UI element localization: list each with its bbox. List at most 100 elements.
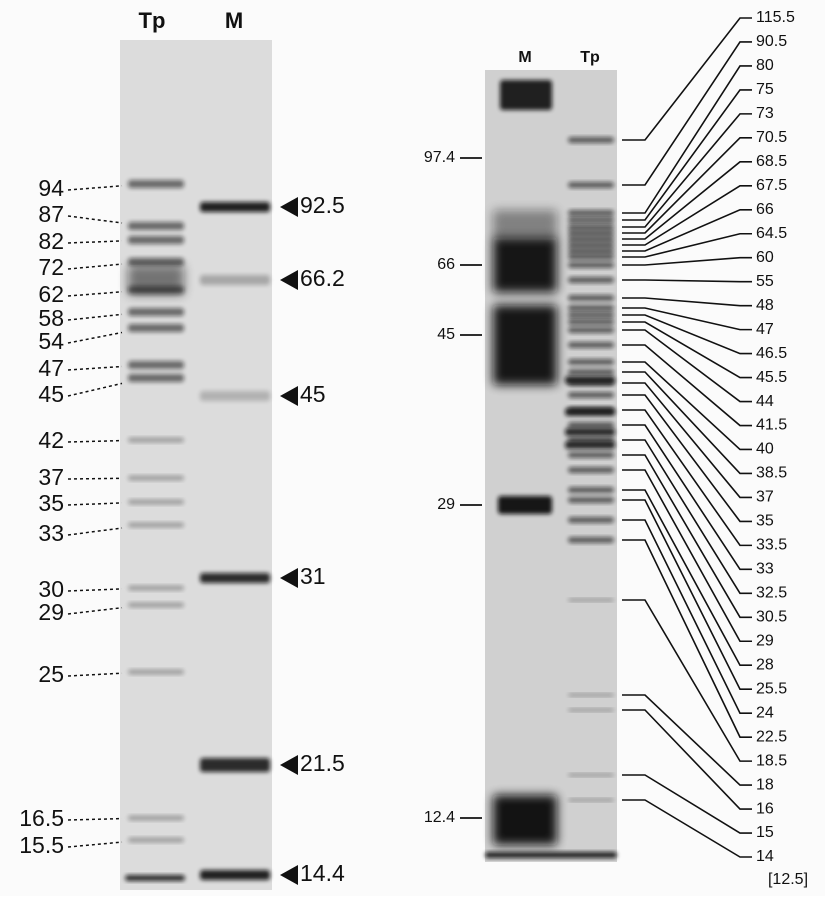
- band: [565, 428, 615, 436]
- marker-label: 92.5: [300, 192, 345, 218]
- band: [568, 137, 614, 143]
- band: [485, 852, 617, 858]
- tp-label: 33: [38, 520, 64, 546]
- tp-label: 37: [38, 464, 64, 490]
- band: [128, 180, 184, 188]
- tp-label: 35: [756, 513, 774, 530]
- tp-label: 25.5: [756, 680, 787, 697]
- tp-label: 33.5: [756, 537, 787, 554]
- band: [568, 599, 614, 602]
- band: [565, 441, 615, 449]
- band: [568, 254, 614, 260]
- tp-label: 40: [756, 441, 774, 458]
- tp-label: 18: [756, 776, 774, 793]
- tp-label: 33: [756, 561, 774, 578]
- lane-header: M: [225, 8, 243, 33]
- band: [128, 816, 184, 821]
- tp-label: 73: [756, 105, 774, 122]
- figure: Tp M M Tp [12.5] 94878272625854474542373…: [0, 0, 825, 896]
- band: [128, 476, 184, 481]
- band: [568, 230, 614, 236]
- tp-label: 22.5: [756, 728, 787, 745]
- marker-label: 45: [437, 326, 455, 343]
- tp-label: 64.5: [756, 225, 787, 242]
- tp-label: 38.5: [756, 465, 787, 482]
- tp-label: 47: [38, 355, 64, 381]
- band: [568, 210, 614, 216]
- footnote: [12.5]: [768, 871, 808, 888]
- tp-label: 25: [38, 661, 64, 687]
- marker-label: 31: [300, 563, 326, 589]
- band: [568, 342, 614, 348]
- tp-label: 37: [756, 489, 774, 506]
- band: [568, 517, 614, 523]
- tp-label: 29: [756, 632, 774, 649]
- tp-label: 45.5: [756, 369, 787, 386]
- tp-label: 24: [756, 704, 774, 721]
- tp-label: 18.5: [756, 752, 787, 769]
- band: [200, 573, 270, 583]
- marker-label: 14.4: [300, 860, 345, 886]
- band: [128, 361, 184, 369]
- band: [128, 308, 184, 316]
- band: [493, 210, 557, 240]
- tp-label: 29: [38, 599, 64, 625]
- band: [200, 870, 270, 880]
- tp-label: 16.5: [19, 805, 64, 831]
- lane-header: Tp: [139, 8, 166, 33]
- band: [128, 670, 184, 675]
- band: [128, 324, 184, 332]
- lane-header: Tp: [580, 49, 600, 66]
- band: [128, 236, 184, 244]
- tp-label: 30.5: [756, 609, 787, 626]
- band: [568, 369, 614, 375]
- band: [498, 496, 552, 514]
- band: [568, 312, 614, 318]
- band: [200, 275, 270, 285]
- tp-label: 90.5: [756, 33, 787, 50]
- band: [568, 224, 614, 230]
- band: [128, 222, 184, 230]
- tp-label: 60: [756, 249, 774, 266]
- band: [568, 359, 614, 365]
- band: [568, 277, 614, 283]
- band: [128, 500, 184, 505]
- band: [200, 391, 270, 401]
- band: [568, 392, 614, 398]
- tp-label: 35: [38, 490, 64, 516]
- tp-label: 115.5: [756, 9, 795, 26]
- tp-label: 55: [756, 273, 774, 290]
- band: [568, 327, 614, 333]
- tp-label: 14: [756, 848, 774, 865]
- tp-label: 48: [756, 297, 774, 314]
- tp-label: 47: [756, 321, 774, 338]
- marker-label: 66: [437, 256, 455, 273]
- band: [568, 248, 614, 254]
- band: [128, 603, 184, 608]
- tp-label: 42: [38, 427, 64, 453]
- tp-label: 75: [756, 81, 774, 98]
- band: [568, 487, 614, 493]
- band: [493, 305, 557, 385]
- tp-label: 66: [756, 201, 774, 218]
- tp-label: 41.5: [756, 417, 787, 434]
- band: [568, 799, 614, 802]
- band: [568, 467, 614, 473]
- band: [125, 875, 185, 881]
- tp-label: 54: [38, 328, 64, 354]
- marker-label: 45: [300, 381, 326, 407]
- band: [500, 80, 552, 110]
- band: [568, 295, 614, 301]
- band: [568, 452, 614, 458]
- band: [568, 182, 614, 188]
- tp-label: 15.5: [19, 832, 64, 858]
- tp-label: 44: [756, 393, 774, 410]
- band: [568, 774, 614, 777]
- tp-label: 45: [38, 381, 64, 407]
- marker-label: 12.4: [424, 809, 455, 826]
- band: [568, 236, 614, 242]
- tp-label: 68.5: [756, 153, 787, 170]
- tp-label: 46.5: [756, 345, 787, 362]
- marker-label: 97.4: [424, 149, 455, 166]
- band: [128, 838, 184, 843]
